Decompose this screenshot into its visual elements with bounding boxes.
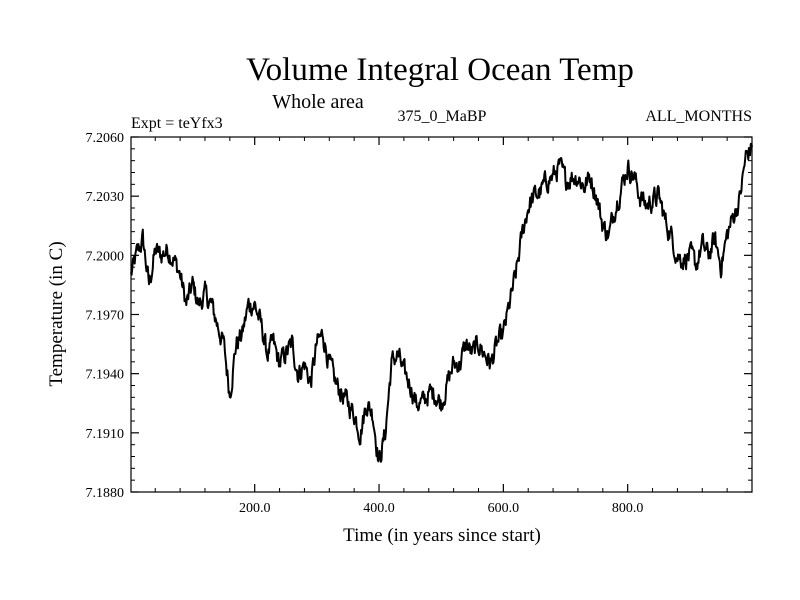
y-tick-label: 7.1970 [86, 309, 125, 324]
x-tick-label: 800.0 [612, 501, 644, 516]
y-axis-label: Temperature (in C) [46, 241, 67, 386]
x-axis-ticks: 200.0 400.0 600.0 800.0 [154, 137, 728, 516]
temperature-series-line [130, 142, 753, 463]
y-tick-label: 7.1880 [86, 486, 125, 501]
y-tick-label: 7.1940 [86, 368, 125, 383]
y-tick-label: 7.2060 [86, 131, 125, 146]
y-tick-label: 7.1910 [86, 427, 125, 442]
chart-title: Volume Integral Ocean Temp [246, 52, 634, 88]
period-label: 375_0_MaBP [398, 108, 487, 125]
months-label: ALL_MONTHS [645, 108, 752, 125]
x-tick-label: 600.0 [488, 501, 520, 516]
y-axis-ticks: 7.1880 7.1910 7.1940 7.1970 7.2000 7.2030 7.20… [86, 131, 752, 501]
y-tick-label: 7.2030 [86, 190, 125, 205]
experiment-label: Expt = teYfx3 [131, 115, 223, 132]
x-tick-label: 400.0 [363, 501, 395, 516]
x-axis-label: Time (in years since start) [343, 525, 541, 546]
plot-frame [130, 136, 753, 493]
chart-subtitle: Whole area [272, 91, 364, 113]
x-tick-label: 200.0 [239, 501, 271, 516]
y-tick-label: 7.2000 [86, 249, 125, 264]
